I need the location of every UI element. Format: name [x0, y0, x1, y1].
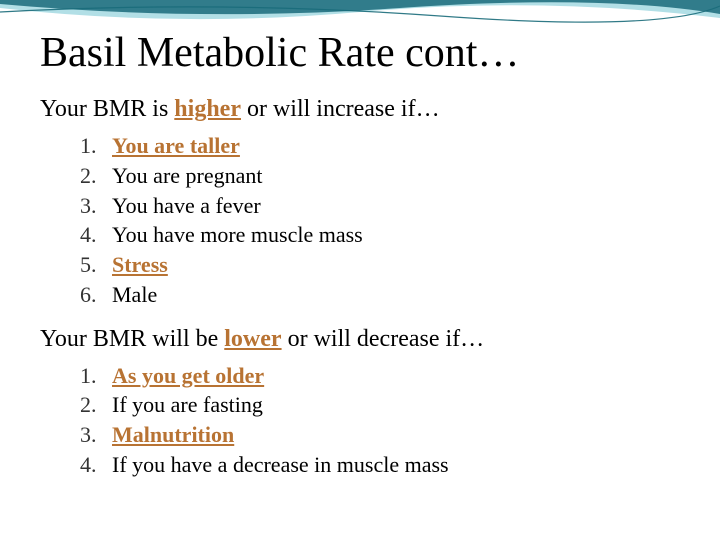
- list-number: 3.: [80, 191, 112, 221]
- list-number: 2.: [80, 161, 112, 191]
- list-item: 6.Male: [80, 280, 680, 310]
- list-item: 4.If you have a decrease in muscle mass: [80, 450, 680, 480]
- list-text: Male: [112, 280, 680, 310]
- slide-content: Basil Metabolic Rate cont… Your BMR is h…: [0, 0, 720, 513]
- list-number: 2.: [80, 390, 112, 420]
- list-number: 5.: [80, 250, 112, 280]
- list-text: Malnutrition: [112, 420, 680, 450]
- list-item: 3.Malnutrition: [80, 420, 680, 450]
- list-text: Stress: [112, 250, 680, 280]
- list-item: 1.As you get older: [80, 361, 680, 391]
- list-number: 1.: [80, 361, 112, 391]
- slide-title: Basil Metabolic Rate cont…: [40, 30, 680, 76]
- list-item: 5.Stress: [80, 250, 680, 280]
- list-number: 3.: [80, 420, 112, 450]
- list-text: You are pregnant: [112, 161, 680, 191]
- list-item: 2.If you are fasting: [80, 390, 680, 420]
- higher-keyword: higher: [174, 96, 241, 122]
- list-text: If you are fasting: [112, 390, 680, 420]
- list-item: 2.You are pregnant: [80, 161, 680, 191]
- lower-intro-post: or will decrease if…: [282, 326, 485, 352]
- list-item: 3.You have a fever: [80, 191, 680, 221]
- higher-intro: Your BMR is higher or will increase if…: [40, 94, 680, 125]
- list-item: 4.You have more muscle mass: [80, 220, 680, 250]
- lower-keyword: lower: [224, 326, 281, 352]
- higher-list: 1.You are taller2.You are pregnant3.You …: [80, 131, 680, 309]
- lower-intro-pre: Your BMR will be: [40, 326, 224, 352]
- list-number: 4.: [80, 220, 112, 250]
- list-text: You have a fever: [112, 191, 680, 221]
- list-number: 6.: [80, 280, 112, 310]
- higher-intro-pre: Your BMR is: [40, 96, 174, 122]
- lower-list: 1.As you get older2.If you are fasting3.…: [80, 361, 680, 480]
- list-text: You have more muscle mass: [112, 220, 680, 250]
- higher-intro-post: or will increase if…: [241, 96, 440, 122]
- list-text: If you have a decrease in muscle mass: [112, 450, 680, 480]
- list-text: As you get older: [112, 361, 680, 391]
- list-number: 4.: [80, 450, 112, 480]
- lower-intro: Your BMR will be lower or will decrease …: [40, 324, 680, 355]
- list-item: 1.You are taller: [80, 131, 680, 161]
- list-number: 1.: [80, 131, 112, 161]
- list-text: You are taller: [112, 131, 680, 161]
